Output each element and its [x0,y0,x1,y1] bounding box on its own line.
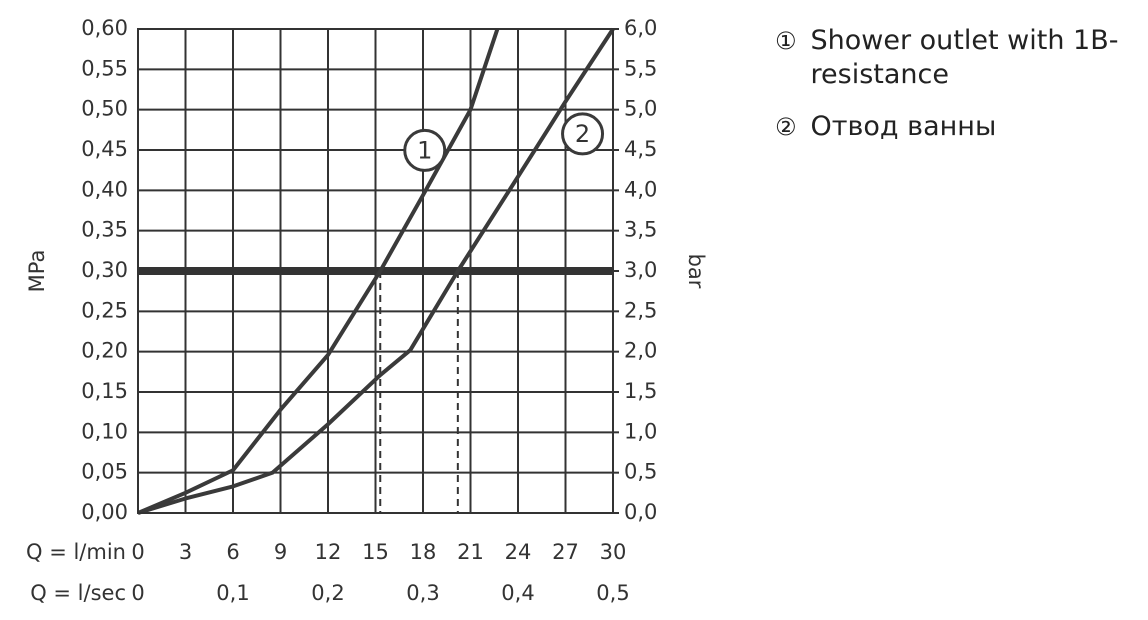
x-tick-label: 3 [179,540,192,564]
y2-tick-label: 1,5 [624,379,657,403]
y-tick-label: 0,05 [81,460,128,484]
y2-tick-label: 0,5 [624,460,657,484]
y2-tick-label: 0,0 [624,500,657,524]
x-tick-label: 21 [457,540,484,564]
legend-item: ① Shower outlet with 1B-resistance [775,24,1141,92]
y-tick-label: 0,25 [81,298,128,322]
x2-tick-label: 0,1 [216,581,249,605]
curve [137,28,500,515]
y2-tick-label: 2,0 [624,339,657,363]
y-tick-label: 0,20 [81,339,128,363]
y2-tick-label: 3,5 [624,218,657,242]
x-tick-label: 30 [600,540,627,564]
x-tick-label: 0 [131,540,144,564]
legend-symbol: ② [775,113,797,141]
x2-tick-label: 0,3 [406,581,439,605]
x2-tick-label: 0 [131,581,144,605]
y-tick-label: 0,35 [81,218,128,242]
y-tick-label: 0,50 [81,97,128,121]
x-tick-label: 12 [315,540,342,564]
x-tick-label: 9 [274,540,287,564]
plot-frame [137,28,614,514]
y2-tick-label: 1,0 [624,419,657,443]
x2-tick-label: 0,4 [501,581,534,605]
y2-tick-label: 6,0 [624,16,657,40]
x-tick-label: 15 [362,540,389,564]
x-tick-label: 18 [410,540,437,564]
x-axis-label: Q = l/min [26,540,126,564]
y-tick-label: 0,60 [81,16,128,40]
x-tick-label: 27 [552,540,579,564]
y2-tick-label: 4,5 [624,137,657,161]
legend-label: Shower outlet with 1B-resistance [810,25,1119,90]
y2-tick-label: 5,5 [624,56,657,80]
legend-item: ② Отвод ванны [775,110,1141,144]
y-tick-label: 0,30 [81,258,128,282]
x2-tick-label: 0,2 [311,581,344,605]
curve-badge [561,112,605,156]
x2-axis-label: Q = l/sec [30,581,126,605]
y2-tick-label: 4,0 [624,177,657,201]
x-tick-label: 6 [226,540,239,564]
y-axis-label: MPa [25,250,49,293]
legend-symbol: ① [775,27,797,55]
y2-tick-label: 2,5 [624,298,657,322]
y-tick-label: 0,15 [81,379,128,403]
curve-number: 1 [417,136,432,164]
y2-tick-label: 3,0 [624,258,657,282]
y-tick-label: 0,00 [81,500,128,524]
x2-tick-label: 0,5 [596,581,629,605]
x-tick-label: 24 [505,540,532,564]
y-tick-label: 0,10 [81,419,128,443]
y2-tick-label: 5,0 [624,97,657,121]
y-tick-label: 0,40 [81,177,128,201]
curve-number: 2 [575,120,590,148]
curve-badge [403,128,447,172]
curve [137,27,615,515]
legend-label: Отвод ванны [810,111,997,142]
y2-axis-label: bar [684,254,708,289]
y-tick-label: 0,45 [81,137,128,161]
y-tick-label: 0,55 [81,56,128,80]
